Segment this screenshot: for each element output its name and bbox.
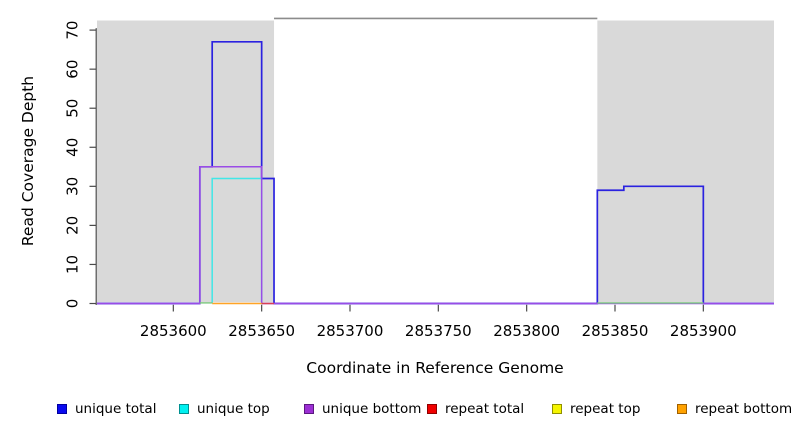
y-axis-title: Read Coverage Depth <box>19 76 37 246</box>
x-axis-title: Coordinate in Reference Genome <box>306 359 563 377</box>
y-tick-label: 40 <box>64 138 82 157</box>
y-tick-label: 70 <box>64 21 82 40</box>
x-tick-label: 2853900 <box>670 322 737 340</box>
y-tick-label: 50 <box>64 99 82 118</box>
y-tick-label: 60 <box>64 60 82 79</box>
series-unique-bottom <box>97 166 774 305</box>
y-tick-label: 0 <box>64 299 82 309</box>
x-tick-label: 2853600 <box>140 322 207 340</box>
x-tick-label: 2853850 <box>582 322 649 340</box>
y-tick-label: 20 <box>64 216 82 235</box>
x-tick-label: 2853750 <box>405 322 472 340</box>
y-tick-label: 10 <box>64 255 82 274</box>
y-tick-label: 30 <box>64 177 82 196</box>
x-tick-label: 2853650 <box>228 322 295 340</box>
shaded-region-left <box>97 20 275 303</box>
x-tick-label: 2853800 <box>493 322 560 340</box>
x-tick-label: 2853700 <box>317 322 384 340</box>
shaded-region-right <box>597 20 774 303</box>
